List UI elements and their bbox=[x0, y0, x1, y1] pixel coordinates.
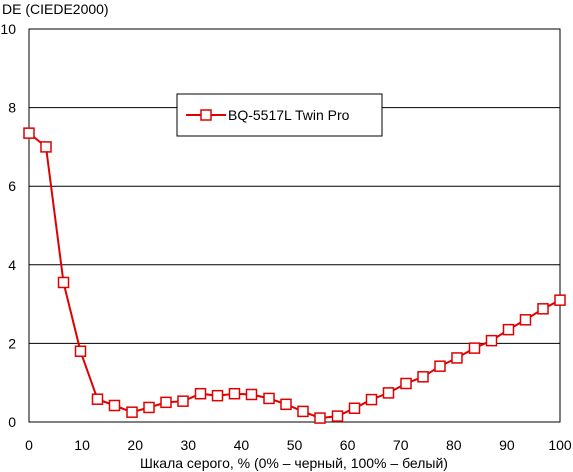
data-point bbox=[537, 303, 549, 315]
data-point bbox=[417, 371, 429, 383]
data-point bbox=[314, 412, 326, 424]
data-point bbox=[160, 396, 172, 409]
data-point bbox=[297, 405, 309, 418]
data-point bbox=[91, 393, 104, 405]
x-tick-label: 30 bbox=[181, 437, 197, 453]
x-tick-label: 70 bbox=[393, 437, 409, 453]
x-tick-label: 100 bbox=[548, 437, 572, 453]
data-point bbox=[485, 334, 498, 347]
data-point bbox=[382, 387, 395, 399]
data-point bbox=[211, 389, 224, 402]
x-tick-label: 90 bbox=[499, 437, 515, 453]
data-point bbox=[348, 402, 361, 414]
plot-area-border bbox=[28, 28, 561, 423]
x-tick-label: 60 bbox=[340, 437, 356, 453]
data-point bbox=[502, 323, 515, 336]
data-point bbox=[331, 410, 344, 422]
grid-lines bbox=[29, 107, 560, 344]
x-tick-label: 10 bbox=[74, 437, 90, 453]
data-point bbox=[245, 388, 258, 401]
data-point bbox=[365, 393, 378, 406]
legend: BQ-5517L Twin Pro bbox=[176, 93, 383, 137]
data-point bbox=[57, 276, 70, 289]
y-tick-label: 4 bbox=[8, 257, 16, 273]
data-point bbox=[108, 399, 121, 412]
series-group bbox=[23, 127, 566, 424]
y-tick-label: 8 bbox=[8, 100, 16, 116]
x-tick-labels: 0 10 20 30 40 50 60 70 80 90 100 bbox=[25, 437, 572, 453]
x-tick-label: 20 bbox=[127, 437, 143, 453]
y-tick-label: 10 bbox=[0, 21, 16, 37]
data-point bbox=[519, 314, 532, 326]
data-point bbox=[468, 342, 481, 354]
data-point bbox=[23, 127, 35, 139]
data-point bbox=[228, 387, 241, 400]
x-axis-title: Шкала серого, % (0% – черный, 100% – бел… bbox=[140, 455, 448, 471]
x-tick-label: 40 bbox=[234, 437, 250, 453]
data-point bbox=[451, 352, 463, 364]
series-line bbox=[28, 132, 561, 420]
data-point bbox=[74, 345, 87, 358]
legend-marker bbox=[200, 109, 212, 121]
data-point bbox=[40, 141, 52, 153]
data-point bbox=[126, 406, 138, 418]
data-point bbox=[177, 395, 189, 407]
data-point bbox=[263, 392, 275, 405]
y-axis-title: DE (CIEDE2000) bbox=[2, 1, 109, 17]
y-tick-label: 0 bbox=[8, 414, 16, 430]
legend-label: BQ-5517L Twin Pro bbox=[228, 107, 350, 123]
data-point bbox=[554, 294, 566, 306]
data-point bbox=[434, 360, 446, 372]
x-tick-label: 80 bbox=[446, 437, 462, 453]
data-point bbox=[143, 401, 155, 414]
y-tick-label: 2 bbox=[8, 335, 16, 351]
data-point bbox=[194, 387, 207, 400]
data-point bbox=[400, 377, 412, 390]
y-tick-label: 6 bbox=[8, 178, 16, 194]
data-point bbox=[280, 398, 292, 411]
x-tick-label: 0 bbox=[25, 437, 33, 453]
x-tick-label: 50 bbox=[287, 437, 303, 453]
y-tick-labels: 0 2 4 6 8 10 bbox=[0, 21, 16, 430]
